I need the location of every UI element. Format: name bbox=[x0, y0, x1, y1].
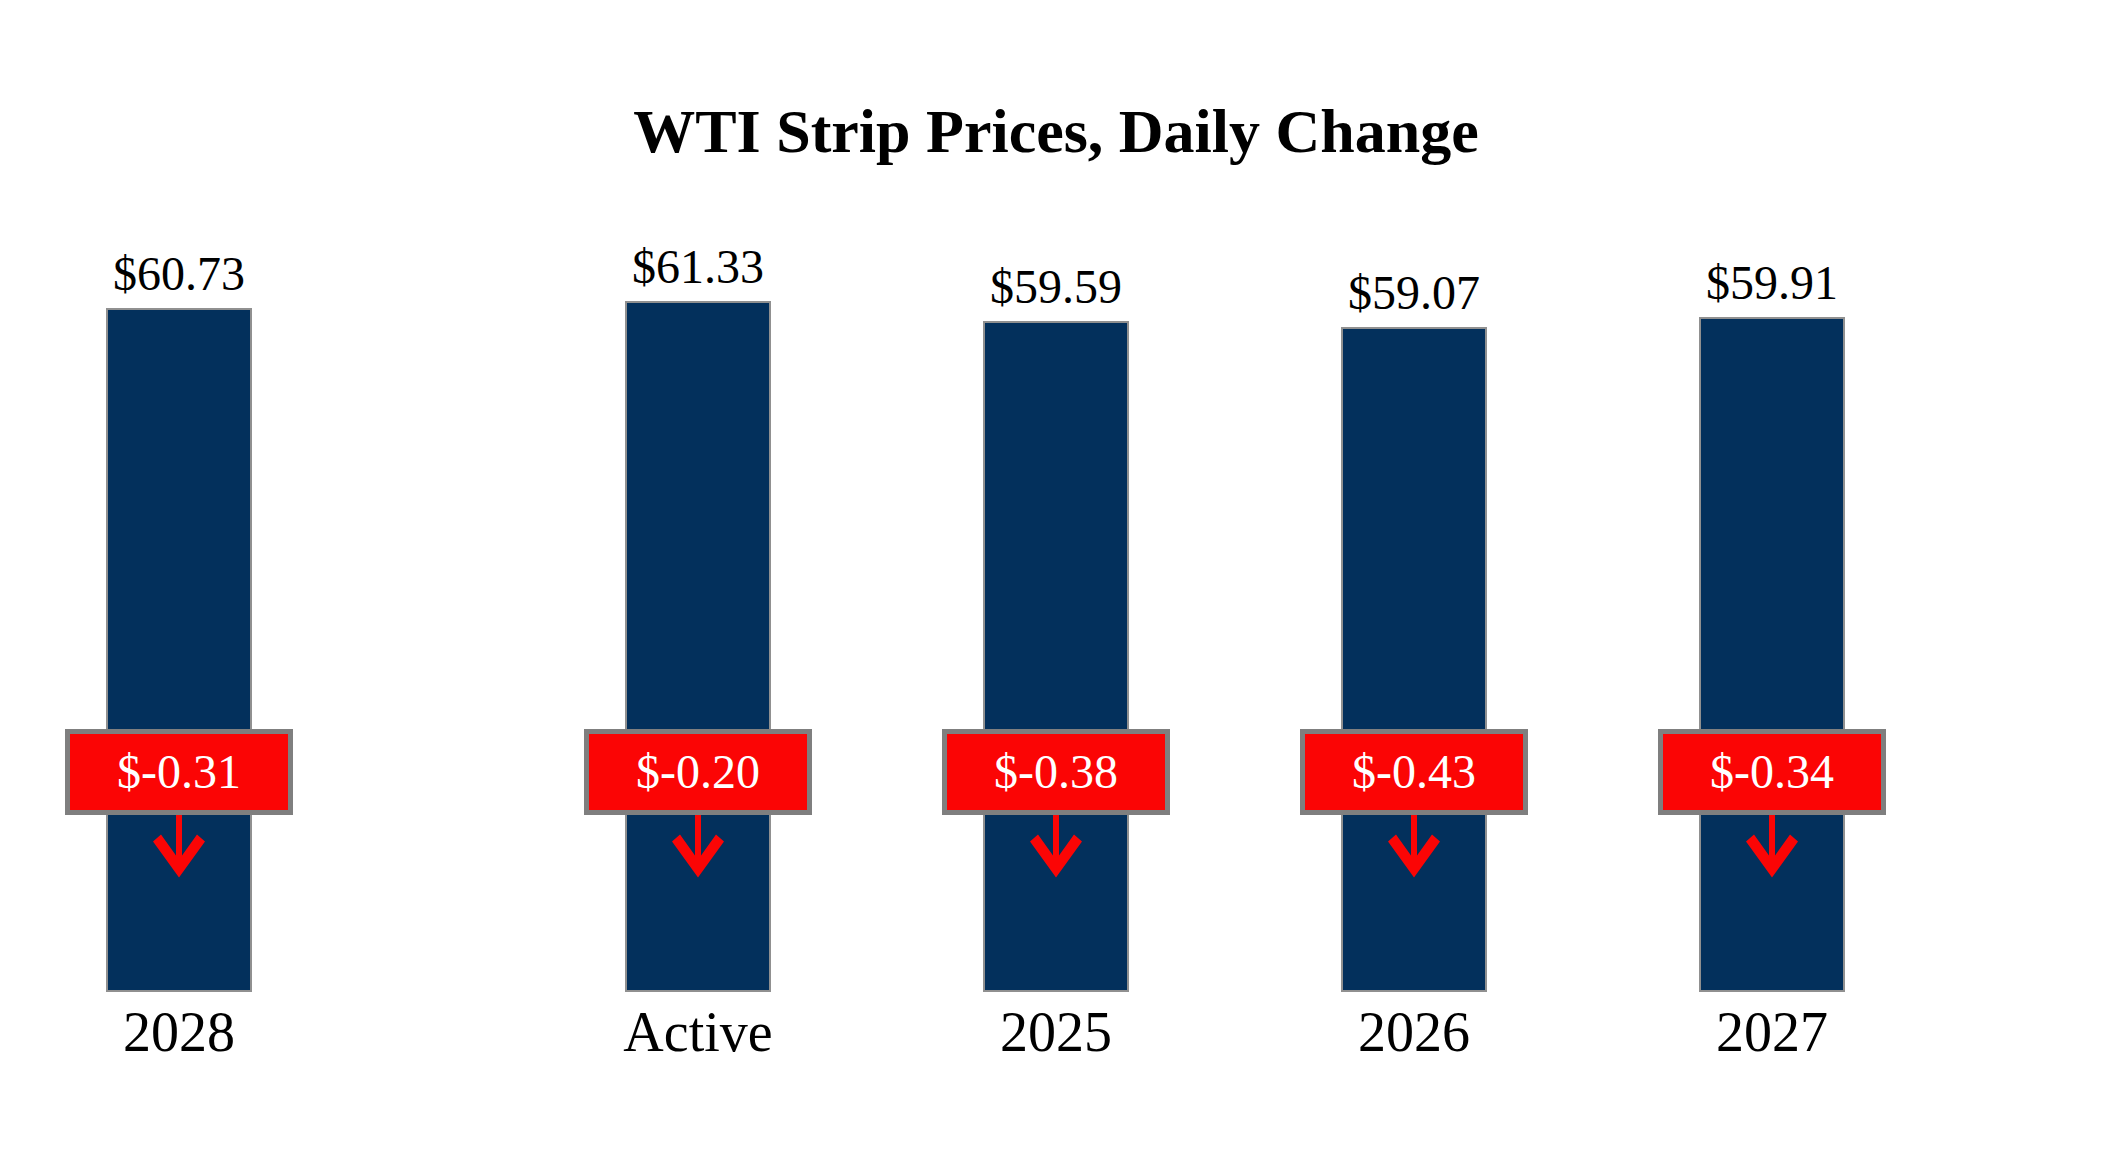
price-bar bbox=[983, 321, 1129, 992]
daily-change-label: $-0.43 bbox=[1352, 748, 1476, 796]
category-label: 2025 bbox=[877, 1002, 1235, 1064]
down-arrow-icon bbox=[1746, 814, 1798, 878]
daily-change-badge: $-0.31 bbox=[65, 729, 293, 815]
price-bar bbox=[1699, 317, 1845, 992]
category-label: Active bbox=[519, 1002, 877, 1064]
down-arrow-icon bbox=[1388, 814, 1440, 878]
category-label: 2027 bbox=[1593, 1002, 1951, 1064]
bar-group-active: $61.33 $-0.20 Active bbox=[519, 0, 877, 1152]
category-label: 2026 bbox=[1235, 1002, 1593, 1064]
price-bar bbox=[1341, 327, 1487, 992]
down-arrow-icon bbox=[672, 814, 724, 878]
price-bar bbox=[106, 308, 252, 992]
daily-change-badge: $-0.38 bbox=[942, 729, 1170, 815]
daily-change-label: $-0.38 bbox=[994, 748, 1118, 796]
bar-group-2025: $59.59 $-0.38 2025 bbox=[877, 0, 1235, 1152]
daily-change-badge: $-0.43 bbox=[1300, 729, 1528, 815]
daily-change-label: $-0.31 bbox=[117, 748, 241, 796]
bar-group-2028: $60.73 $-0.31 2028 bbox=[0, 0, 358, 1152]
daily-change-label: $-0.34 bbox=[1710, 748, 1834, 796]
daily-change-badge: $-0.20 bbox=[584, 729, 812, 815]
chart: WTI Strip Prices, Daily Change $61.33 $-… bbox=[0, 0, 2112, 1152]
bar-value-label: $59.91 bbox=[1593, 259, 1951, 307]
category-label: 2028 bbox=[0, 1002, 358, 1064]
daily-change-label: $-0.20 bbox=[636, 748, 760, 796]
price-bar bbox=[625, 301, 771, 992]
bar-value-label: $60.73 bbox=[0, 250, 358, 298]
bar-value-label: $59.07 bbox=[1235, 269, 1593, 317]
bar-group-2027: $59.91 $-0.34 2027 bbox=[1593, 0, 1951, 1152]
bar-group-2026: $59.07 $-0.43 2026 bbox=[1235, 0, 1593, 1152]
down-arrow-icon bbox=[153, 814, 205, 878]
daily-change-badge: $-0.34 bbox=[1658, 729, 1886, 815]
bar-value-label: $59.59 bbox=[877, 263, 1235, 311]
down-arrow-icon bbox=[1030, 814, 1082, 878]
bar-value-label: $61.33 bbox=[519, 243, 877, 291]
